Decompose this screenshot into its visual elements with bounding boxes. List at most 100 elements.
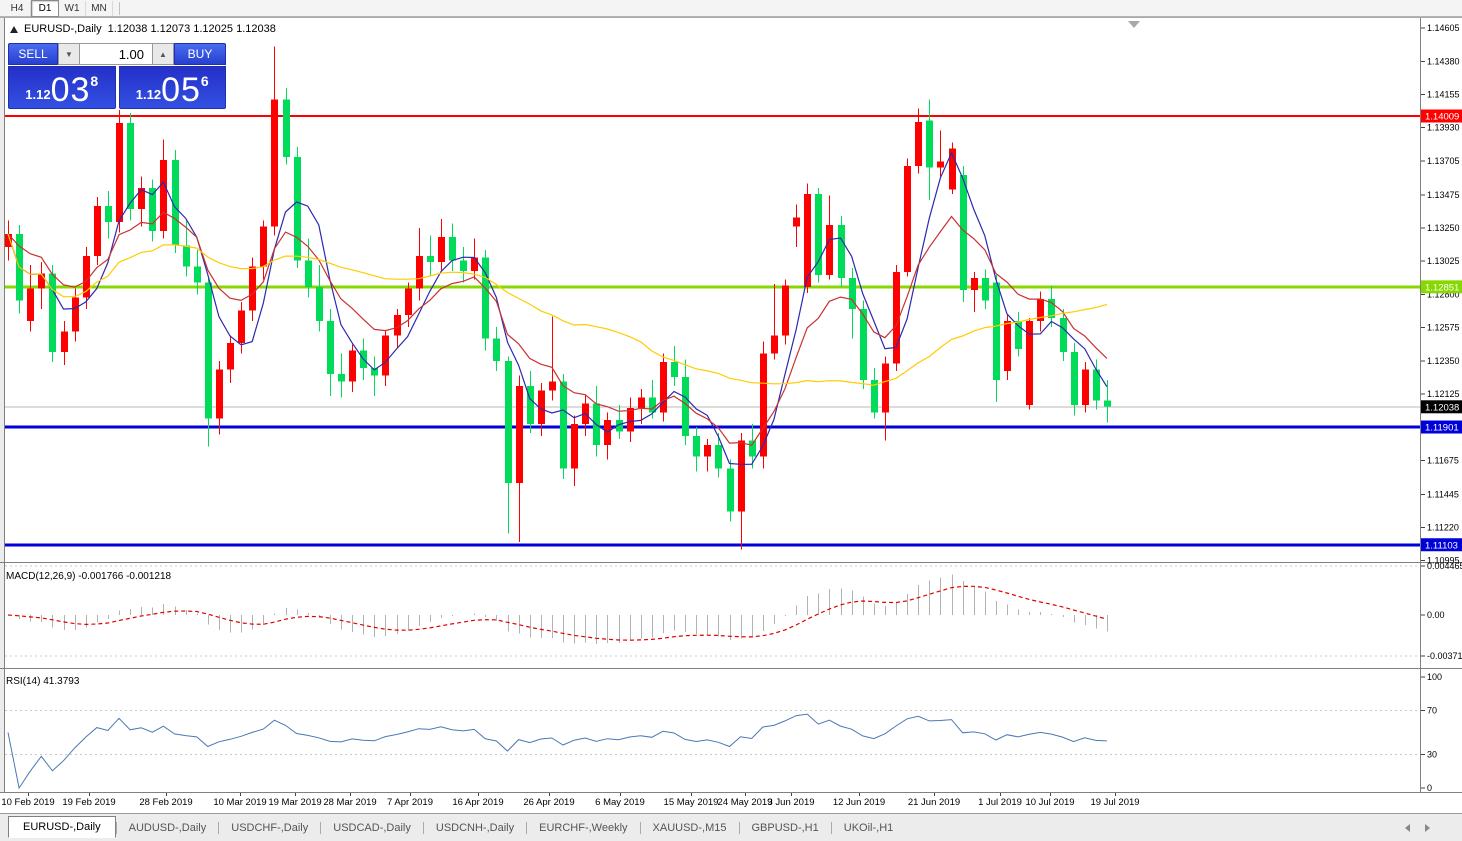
tab-separator [639, 821, 641, 834]
date-tick [745, 793, 746, 796]
macd-signal-line [7, 585, 1108, 641]
volume-decrease-button[interactable]: ▼ [58, 43, 80, 65]
buy-price-pipette: 6 [200, 73, 209, 89]
date-tick [859, 793, 860, 796]
date-tick [410, 793, 411, 796]
chart-symbol-period: EURUSD-,Daily [24, 23, 102, 35]
date-tick [240, 793, 241, 796]
timeframe-button-mn[interactable]: MN [86, 0, 113, 16]
date-tick [691, 793, 692, 796]
price-axis: 1.14605 1.14380 1.14155 1.13930 1.13705 1.134… [1421, 23, 1462, 793]
tab-separator [526, 821, 528, 834]
sell-price-big-digits: 03 [50, 71, 91, 109]
tab-separator [422, 821, 424, 834]
toolbar-separator [119, 1, 120, 15]
date-tick-label: 28 Feb 2019 [139, 797, 193, 808]
date-tick-label: 6 May 2019 [595, 797, 645, 808]
macd-indicator-label: MACD(12,26,9) -0.001766 -0.001218 [6, 571, 171, 582]
macd-pane [5, 565, 1420, 657]
tab-xauusd-m15[interactable]: XAUUSD-,M15 [652, 821, 727, 834]
horizontal-level-lines [5, 115, 1420, 547]
tab-separator [218, 821, 220, 834]
rsi-indicator-label: RSI(14) 41.3793 [6, 676, 79, 687]
tab-usdcnh-daily[interactable]: USDCNH-,Daily [435, 821, 515, 834]
date-tick [1115, 793, 1116, 796]
svg-text:1.12125: 1.12125 [1427, 389, 1460, 399]
sell-button[interactable]: SELL [8, 43, 58, 65]
svg-text:1.12575: 1.12575 [1427, 323, 1460, 333]
buy-button[interactable]: BUY [174, 43, 226, 65]
chart-tab-bar: EURUSD-,Daily AUDUSD-,Daily USDCHF-,Daily U… [0, 813, 1462, 841]
tab-separator [830, 821, 832, 834]
date-tick-label: 10 Mar 2019 [213, 797, 267, 808]
tab-usdcad-daily[interactable]: USDCAD-,Daily [333, 821, 411, 834]
date-tick [791, 793, 792, 796]
svg-text:1.11675: 1.11675 [1427, 455, 1459, 465]
svg-text:1.13475: 1.13475 [1427, 190, 1460, 200]
macd-values: -0.001766 -0.001218 [78, 571, 172, 582]
tab-separator [738, 821, 740, 834]
tab-gbpusd-h1[interactable]: GBPUSD-,H1 [751, 821, 819, 834]
tab-eurusd-daily[interactable]: EURUSD-,Daily [8, 815, 116, 838]
svg-text:1.14380: 1.14380 [1427, 56, 1460, 66]
rsi-pane [5, 709, 1420, 790]
date-tick-label: 1 Jul 2019 [978, 797, 1022, 808]
moving-average-lines [7, 151, 1108, 465]
tab-scroll-left-icon[interactable] [1405, 824, 1410, 832]
svg-text:1.11901: 1.11901 [1425, 423, 1459, 434]
date-tick-label: 7 Apr 2019 [387, 797, 433, 808]
volume-input[interactable]: 1.00 [80, 43, 152, 65]
tab-ukoil-h1[interactable]: UKOil-,H1 [843, 821, 894, 834]
date-tick-label: 3 Jun 2019 [767, 797, 815, 808]
svg-text:1.13930: 1.13930 [1427, 123, 1460, 133]
timeframe-button-w1[interactable]: W1 [59, 0, 86, 16]
date-tick-label: 28 Mar 2019 [323, 797, 377, 808]
svg-text:1.12038: 1.12038 [1425, 402, 1459, 413]
price-chart-canvas[interactable]: 1.14605 1.14380 1.14155 1.13930 1.13705 1.134… [0, 17, 1462, 793]
svg-text:1.14605: 1.14605 [1427, 23, 1460, 33]
timeframe-button-h4[interactable]: H4 [4, 0, 31, 16]
pane-borders [0, 17, 1462, 793]
tab-audusd-daily[interactable]: AUDUSD-,Daily [128, 821, 207, 834]
svg-text:1.13025: 1.13025 [1427, 256, 1460, 266]
date-tick-label: 19 Feb 2019 [62, 797, 116, 808]
svg-text:1.13250: 1.13250 [1427, 223, 1460, 233]
tab-eurchf-weekly[interactable]: EURCHF-,Weekly [539, 821, 628, 834]
macd-name: MACD(12,26,9) [6, 571, 76, 582]
timeframe-button-d1[interactable]: D1 [31, 0, 59, 17]
rsi-value: 41.3793 [43, 676, 80, 687]
date-tick [1050, 793, 1051, 796]
svg-text:1.11220: 1.11220 [1427, 522, 1459, 532]
chart-title: EURUSD-,Daily 1.12038 1.12073 1.12025 1.… [10, 23, 276, 35]
date-tick-label: 26 Apr 2019 [523, 797, 575, 808]
collapse-panel-icon[interactable] [10, 25, 18, 33]
svg-text:1.14009: 1.14009 [1425, 112, 1459, 123]
svg-text:1.11103: 1.11103 [1425, 540, 1458, 551]
sell-price-pipette: 8 [90, 73, 99, 89]
tab-separator [320, 821, 322, 834]
sell-price-display[interactable]: 1.12 03 8 [8, 66, 116, 109]
ema10-line [7, 211, 1108, 446]
tab-usdchf-daily[interactable]: USDCHF-,Daily [231, 821, 309, 834]
svg-text:70: 70 [1427, 705, 1437, 715]
svg-text:1.10995: 1.10995 [1427, 556, 1460, 566]
date-tick-label: 15 May 2019 [663, 797, 719, 808]
volume-increase-button[interactable]: ▲ [152, 43, 174, 65]
date-tick [89, 793, 90, 796]
date-tick [28, 793, 29, 796]
date-tick-label: 10 Feb 2019 [1, 797, 55, 808]
sma34-line [7, 233, 1108, 386]
date-tick [166, 793, 167, 796]
svg-text:1.11445: 1.11445 [1427, 489, 1459, 499]
date-tick [350, 793, 351, 796]
timeframe-toolbar: H4 D1 W1 MN [0, 0, 1462, 17]
buy-price-prefix: 1.12 [135, 87, 162, 102]
date-tick-label: 16 Apr 2019 [452, 797, 504, 808]
date-tick [934, 793, 935, 796]
tab-scroll-right-icon[interactable] [1425, 824, 1430, 832]
date-tick-label: 19 Jul 2019 [1090, 797, 1140, 808]
date-tick-label: 10 Jul 2019 [1025, 797, 1075, 808]
one-click-trade-panel: SELL ▼ 1.00 ▲ BUY 1.12 03 8 1.12 05 6 [8, 43, 226, 109]
buy-price-display[interactable]: 1.12 05 6 [118, 66, 226, 109]
